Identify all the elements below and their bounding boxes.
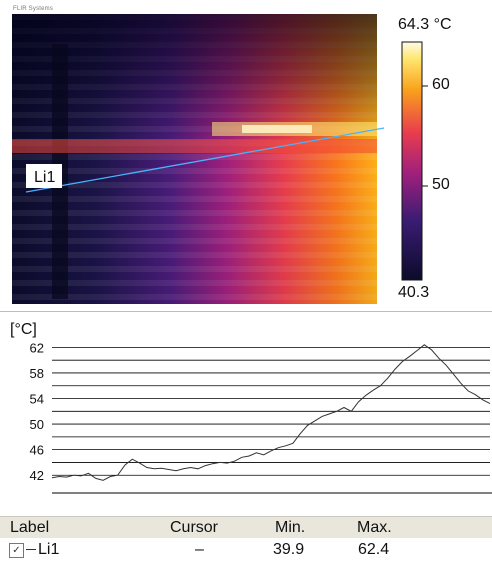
- scale-min-label: 40.3: [398, 284, 430, 301]
- header-max: Max.: [357, 519, 392, 536]
- y-tick-label: 58: [30, 366, 44, 381]
- y-tick-label: 62: [30, 340, 44, 355]
- thermal-image[interactable]: Li1: [12, 14, 390, 304]
- y-tick-label: 50: [30, 417, 44, 432]
- divider: [0, 311, 492, 312]
- header-label: Label: [10, 519, 50, 536]
- line-label-li1: Li1: [34, 169, 55, 186]
- row-cursor: –: [195, 541, 204, 558]
- scale-max-label: 64.3 °C: [398, 16, 452, 33]
- scale-tick-50: 50: [432, 176, 450, 193]
- measurement-table: Label Cursor Min. Max. ✓ Li1 – 39.9 62.4: [0, 516, 492, 563]
- y-tick-label: 54: [30, 392, 44, 407]
- line-profile-plot[interactable]: [°C] 42 46 50 54 58 62: [0, 318, 492, 516]
- table-row: ✓ Li1 – 39.9 62.4: [0, 538, 492, 563]
- profile-line-li1: [51, 344, 491, 481]
- legend-line-icon: [26, 549, 36, 550]
- visibility-checkbox[interactable]: ✓: [9, 543, 24, 558]
- thermal-image-panel: FLIR Systems: [12, 6, 492, 304]
- plot-grid: [52, 346, 490, 476]
- row-min: 39.9: [273, 541, 305, 558]
- y-tick-label: 42: [30, 468, 44, 483]
- table-header: Label Cursor Min. Max.: [0, 516, 492, 539]
- plot-y-ticks: 42 46 50 54 58 62: [30, 340, 44, 483]
- row-max: 62.4: [358, 541, 390, 558]
- header-min: Min.: [275, 519, 306, 536]
- header-cursor: Cursor: [170, 519, 219, 536]
- temperature-scale: 64.3 °C 60 50 40.3: [396, 14, 492, 304]
- y-tick-label: 46: [30, 443, 44, 458]
- scale-tick-60: 60: [432, 76, 450, 93]
- plot-unit-label: [°C]: [10, 321, 37, 338]
- row-label: Li1: [38, 541, 60, 558]
- camera-header-label: FLIR Systems: [13, 6, 54, 12]
